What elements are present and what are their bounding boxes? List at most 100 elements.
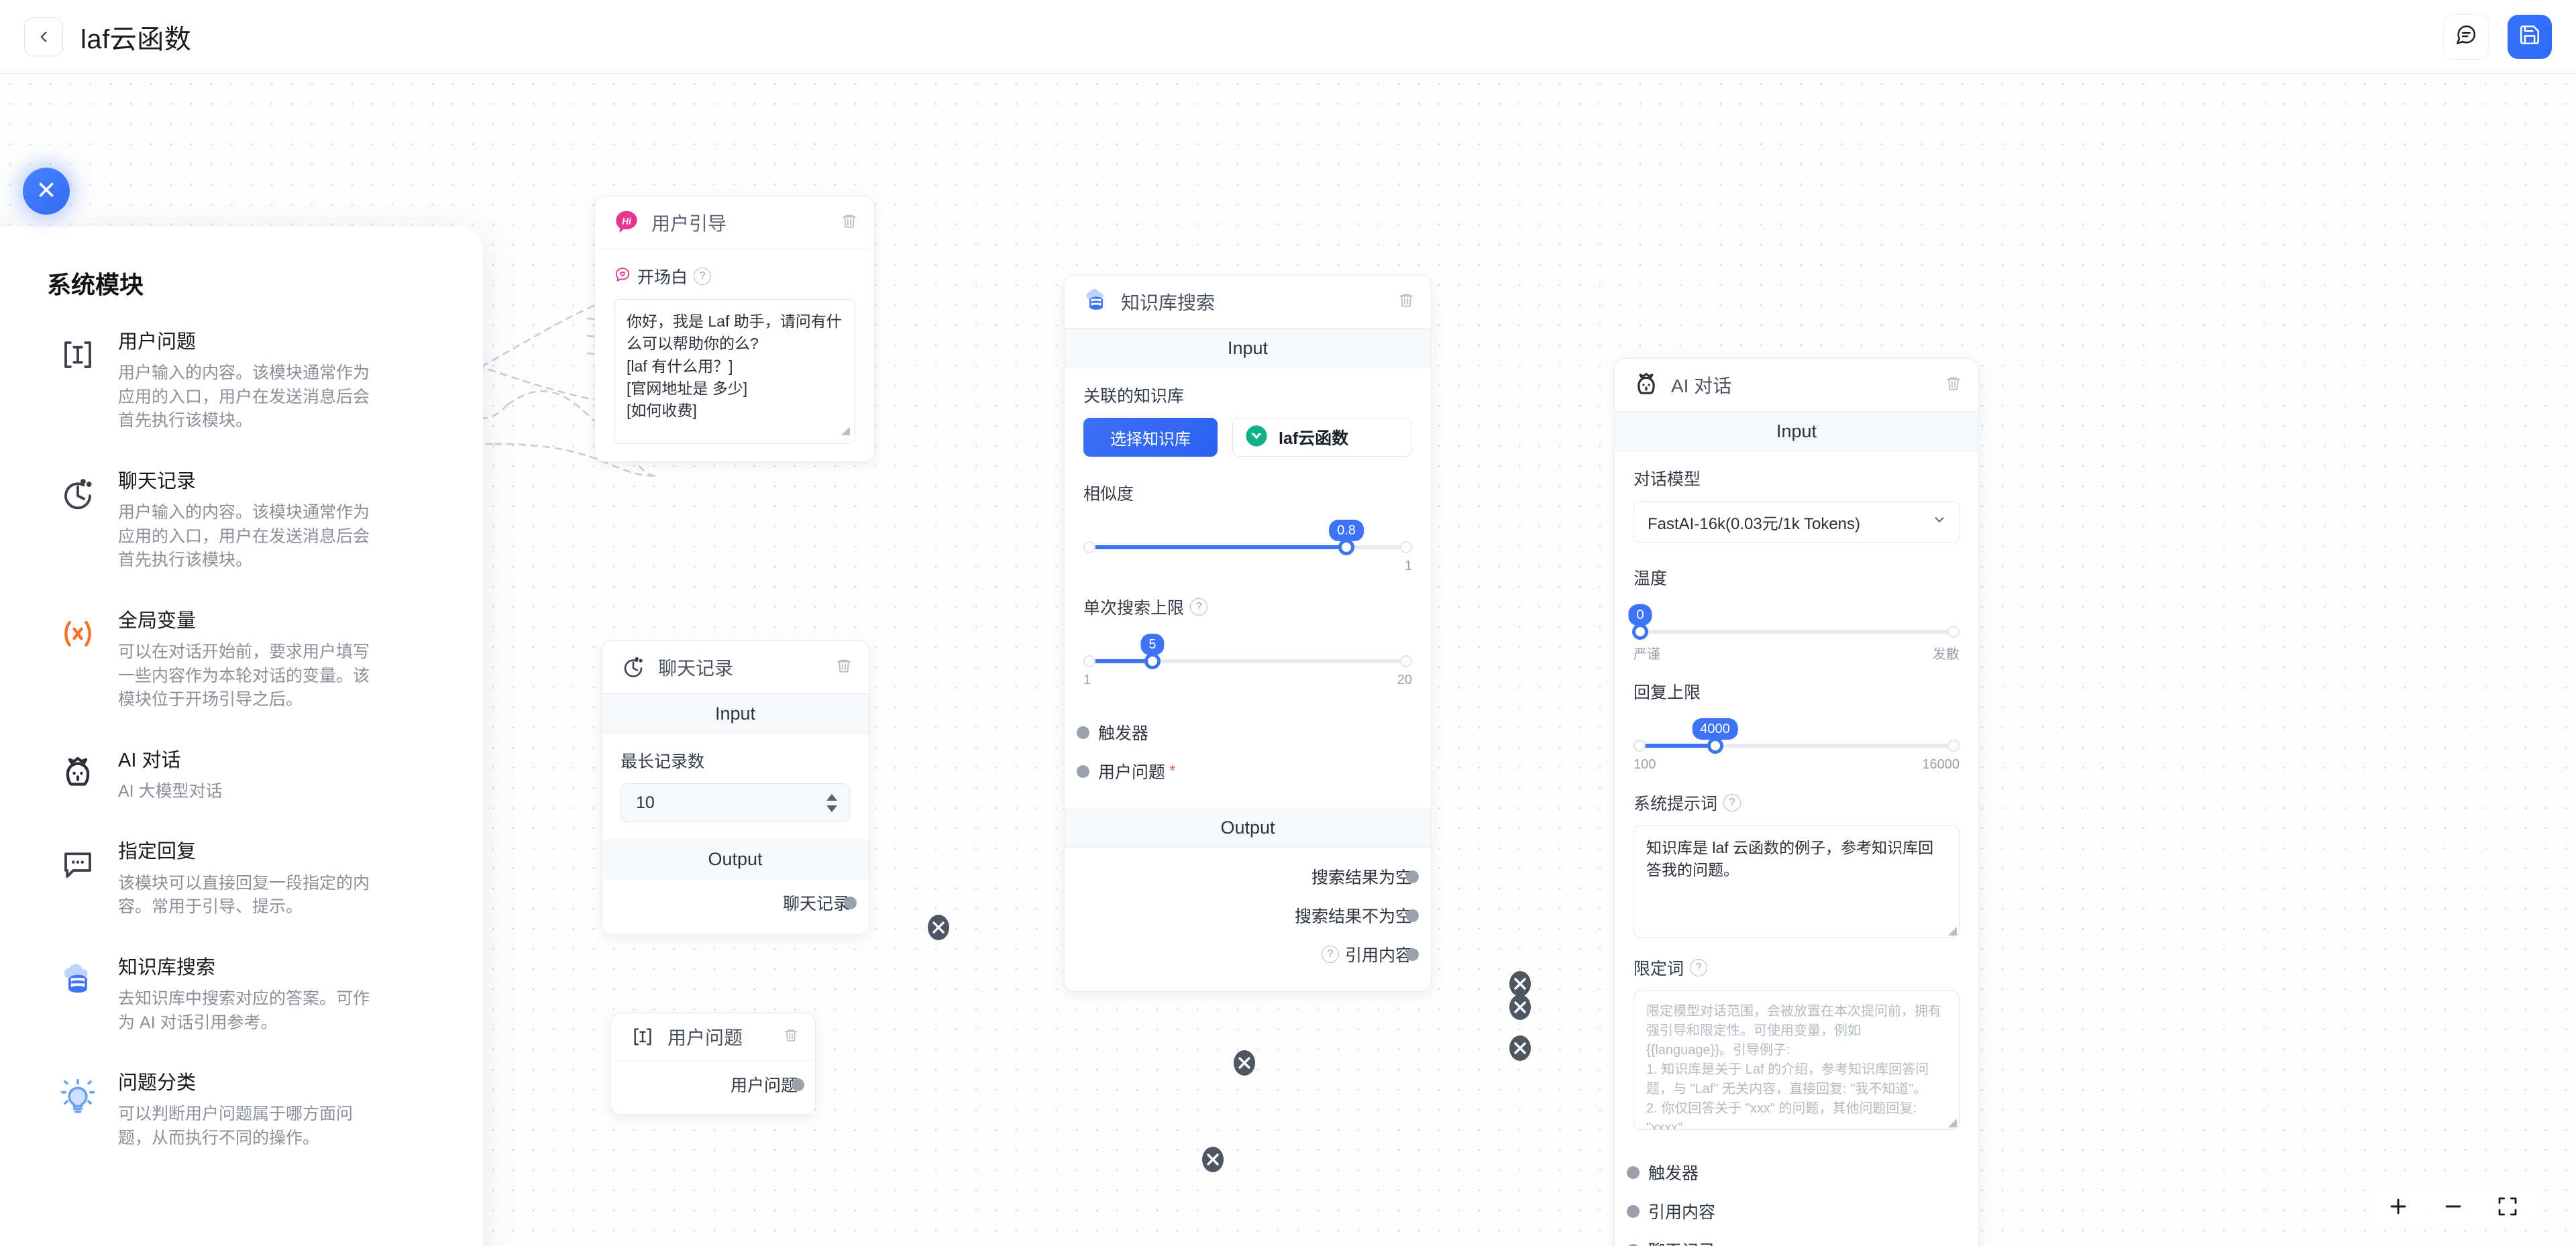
database-cloud-icon	[1081, 288, 1112, 316]
port-dot[interactable]	[1406, 870, 1419, 883]
edge-delete-icon	[1509, 971, 1531, 997]
port-dot[interactable]	[1627, 1243, 1640, 1246]
trash-icon[interactable]	[841, 213, 858, 233]
input-port-chat-history[interactable]: 聊天记录	[1627, 1231, 1960, 1246]
max-records-stepper[interactable]: 10	[621, 783, 850, 822]
temperature-slider[interactable]: 0 严谨 发散	[1628, 604, 1960, 662]
zoom-controls	[2369, 1188, 2536, 1225]
save-button[interactable]	[2508, 14, 2552, 59]
chat-button[interactable]	[2443, 13, 2489, 60]
qualifier-textarea[interactable]: 限定模型对话范围，会被放置在本次提问前，拥有强引导和限定性。可使用变量，例如 {…	[1633, 990, 1960, 1130]
module-item-ai-chat[interactable]: AI 对话 AI 大模型对话	[47, 750, 443, 804]
module-name: 问题分类	[118, 1072, 197, 1094]
output-port-chat-history[interactable]: 聊天记录	[621, 883, 857, 922]
flow-canvas[interactable]: 系统模块 用户问题 用户输入的内容。该模块通常作为应用的入口，用户在发送消息后会…	[0, 74, 2576, 1246]
slider-knob[interactable]	[1632, 624, 1648, 640]
select-kb-button[interactable]: 选择知识库	[1083, 418, 1218, 457]
question-icon[interactable]: ?	[1690, 959, 1708, 976]
port-dot[interactable]	[1077, 726, 1089, 739]
resize-handle-icon[interactable]: ◢	[841, 424, 850, 437]
output-port-quote-content[interactable]: ? 引用内容	[1083, 935, 1419, 974]
spinner-arrows-icon[interactable]	[825, 793, 845, 813]
opening-statement-textarea[interactable]: 你好，我是 Laf 助手，请问有什么可以帮助你的么? [laf 有什么用？] […	[614, 299, 855, 444]
slider-track	[1633, 744, 1960, 748]
system-modules-panel: 系统模块 用户问题 用户输入的内容。该模块通常作为应用的入口，用户在发送消息后会…	[0, 227, 483, 1246]
max-reply-slider[interactable]: 4000 100 16000	[1633, 718, 1960, 773]
slider-knob[interactable]	[1144, 653, 1161, 669]
save-disk-icon	[2518, 23, 2541, 50]
model-select[interactable]: FastAI-16k(0.03元/1k Tokens)	[1633, 501, 1960, 543]
input-band: Input	[602, 694, 869, 734]
trash-icon[interactable]	[835, 657, 853, 678]
node-header: AI 对话	[1615, 359, 1978, 412]
similarity-label: 相似度	[1083, 485, 1134, 504]
module-item-fixed-reply[interactable]: 指定回复 该模块可以直接回复一段指定的内容。常用于引导、提示。	[47, 841, 443, 919]
port-dot[interactable]	[1627, 1166, 1640, 1179]
slider-end-dot	[1400, 655, 1412, 667]
max-reply-max-tick: 16000	[1922, 757, 1960, 772]
module-item-kb-search[interactable]: 知识库搜索 去知识库中搜索对应的答案。可作为 AI 对话引用参考。	[47, 957, 443, 1035]
port-dot[interactable]	[1077, 764, 1089, 778]
similarity-slider[interactable]: 0.8 1	[1083, 520, 1412, 575]
question-icon[interactable]: ?	[1723, 794, 1741, 811]
variable-x-icon	[47, 610, 109, 652]
input-port-quote-content[interactable]: 引用内容	[1627, 1192, 1960, 1231]
close-x-icon	[35, 178, 58, 205]
max-records-label: 最长记录数	[621, 752, 705, 771]
output-port-empty-result[interactable]: 搜索结果为空	[1083, 857, 1419, 896]
node-ai-chat[interactable]: AI 对话 Input 对话模型 FastAI-16k(0.03元/1k Tok…	[1614, 358, 1979, 1246]
port-dot[interactable]	[1627, 1204, 1640, 1218]
text-cursor-icon	[47, 331, 109, 373]
linked-kb-label: 关联的知识库	[1083, 387, 1185, 406]
port-dot[interactable]	[1406, 909, 1419, 922]
input-port-trigger[interactable]: 触发器	[1627, 1153, 1960, 1192]
node-header: 用户问题	[611, 1013, 815, 1061]
similarity-value-bubble: 0.8	[1329, 520, 1364, 541]
port-dot[interactable]	[1406, 948, 1419, 961]
port-dot[interactable]	[792, 1078, 804, 1091]
question-icon[interactable]: ?	[1190, 598, 1208, 616]
fit-screen-icon[interactable]	[2497, 1196, 2518, 1217]
module-item-question-classify[interactable]: 问题分类 可以判断用户问题属于哪方面问题，从而执行不同的操作。	[47, 1072, 443, 1150]
minus-icon[interactable]	[2442, 1195, 2465, 1218]
module-item-chat-history[interactable]: 聊天记录 用户输入的内容。该模块通常作为应用的入口，用户在发送消息后会首先执行该…	[47, 471, 443, 573]
output-port-nonempty-result[interactable]: 搜索结果不为空	[1083, 896, 1419, 935]
search-limit-slider[interactable]: 5 1 20	[1083, 634, 1412, 689]
kb-output-section: 搜索结果为空 搜索结果不为空 ? 引用内容	[1065, 848, 1431, 991]
module-item-user-question[interactable]: 用户问题 用户输入的内容。该模块通常作为应用的入口，用户在发送消息后会首先执行该…	[47, 331, 443, 433]
slider-end-dot	[1947, 626, 1960, 638]
max-records-value[interactable]: 10	[636, 793, 655, 812]
kb-chip-laf[interactable]: laf云函数	[1232, 418, 1412, 457]
back-button[interactable]	[24, 17, 63, 56]
trash-icon[interactable]	[783, 1027, 799, 1047]
kb-input-ports: 触发器 用户问题 *	[1077, 713, 1412, 791]
close-panel-button[interactable]	[23, 168, 70, 215]
plus-icon[interactable]	[2387, 1195, 2410, 1218]
trash-icon[interactable]	[1397, 292, 1415, 313]
input-port-user-question[interactable]: 用户问题 *	[1077, 752, 1412, 791]
output-port-user-question[interactable]: 用户问题	[629, 1065, 804, 1104]
question-icon[interactable]: ?	[1321, 946, 1339, 963]
slider-start-dot	[1083, 655, 1095, 667]
max-reply-label: 回复上限	[1633, 683, 1701, 702]
question-icon[interactable]: ?	[694, 268, 712, 285]
slider-knob[interactable]	[1338, 539, 1354, 555]
port-label: 聊天记录	[1648, 1238, 1715, 1246]
search-limit-label: 单次搜索上限 ?	[1083, 595, 1412, 619]
node-chat-history[interactable]: 聊天记录 Input 最长记录数 10 Output 聊天记录	[601, 640, 869, 935]
resize-handle-icon[interactable]: ◢	[1947, 1116, 1957, 1129]
module-item-global-variable[interactable]: 全局变量 可以在对话开始前，要求用户填写一些内容作为本轮对话的变量。该模块位于开…	[47, 610, 443, 712]
node-user-question[interactable]: 用户问题 用户问题	[610, 1013, 816, 1115]
resize-handle-icon[interactable]: ◢	[1947, 924, 1957, 937]
trash-icon[interactable]	[1945, 375, 1962, 396]
input-port-trigger[interactable]: 触发器	[1077, 713, 1412, 752]
node-user-guide[interactable]: Hi 用户引导 开场白 ? 你好，我是 Laf 助手，请问有什么可以帮助你的么?…	[594, 196, 875, 462]
slider-end-dot	[1400, 541, 1412, 553]
slider-fill	[1083, 659, 1152, 663]
port-dot[interactable]	[844, 896, 857, 909]
system-prompt-textarea[interactable]: 知识库是 laf 云函数的例子，参考知识库回答我的问题。	[1633, 826, 1960, 938]
panel-title: 系统模块	[47, 271, 144, 298]
history-input-section: 最长记录数 10	[602, 734, 869, 840]
slider-knob[interactable]	[1707, 738, 1723, 754]
node-kb-search[interactable]: 知识库搜索 Input 关联的知识库 选择知识库 laf云函数 相似度	[1064, 275, 1432, 992]
